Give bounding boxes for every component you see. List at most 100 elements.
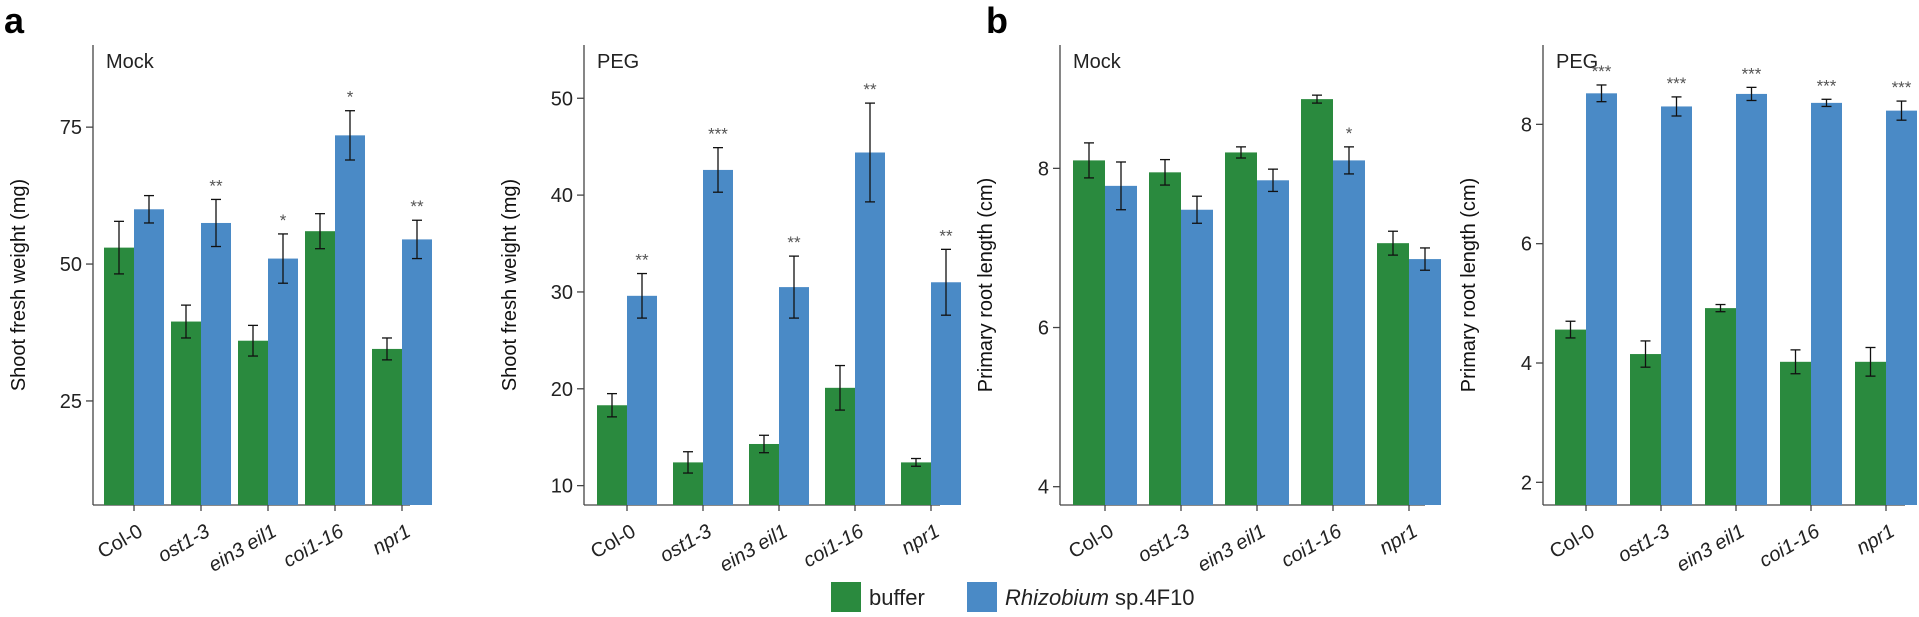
bar-buffer (1073, 160, 1105, 505)
chart-subtitle: Mock (1073, 51, 1122, 73)
bar-rhizobium (779, 287, 809, 505)
x-tick-label: Col-0 (1546, 520, 1598, 563)
y-tick-label: 4 (1521, 353, 1532, 375)
bar-buffer (171, 321, 201, 505)
bar-rhizobium (627, 295, 657, 505)
panel-label-b: b (986, 0, 1008, 41)
bar-buffer (1630, 354, 1661, 505)
legend-label-rhizobium: Rhizobium sp.4F10 (1005, 585, 1195, 610)
x-tick-label: ost1-3 (656, 520, 715, 567)
bar-group: * (305, 88, 365, 505)
bar-group (1149, 158, 1213, 506)
bar-buffer (305, 231, 335, 505)
y-axis-title: Primary root length (cm) (1458, 178, 1480, 393)
y-tick-label: 25 (60, 391, 82, 413)
significance-label: *** (1742, 64, 1762, 83)
bar-group: ** (749, 233, 809, 505)
bar-group: *** (1705, 64, 1767, 506)
bar-rhizobium (703, 169, 733, 505)
x-tick-label: ost1-3 (1614, 520, 1673, 567)
bar-rhizobium (1333, 160, 1365, 505)
y-tick-label: 8 (1038, 158, 1049, 180)
bar-rhizobium (268, 258, 298, 505)
bar-rhizobium (201, 222, 231, 505)
x-tick-label: ein3 eil1 (1673, 520, 1749, 576)
y-tick-label: 6 (1521, 234, 1532, 256)
chart-subtitle: PEG (597, 51, 639, 73)
y-axis-title: Shoot fresh weight (mg) (499, 179, 521, 391)
significance-label: ** (209, 176, 223, 195)
y-tick-label: 40 (551, 185, 573, 207)
y-tick-label: 8 (1521, 114, 1532, 136)
bar-rhizobium (402, 239, 432, 505)
bar-buffer (749, 443, 779, 505)
bar-buffer (1705, 308, 1736, 505)
bar-rhizobium (1736, 93, 1767, 506)
significance-label: *** (708, 125, 728, 144)
y-tick-label: 30 (551, 282, 573, 304)
bar-buffer (1225, 152, 1257, 505)
x-tick-label: npr1 (369, 520, 415, 559)
bar-buffer (1149, 172, 1181, 506)
x-tick-label: Col-0 (587, 520, 639, 563)
x-tick-label: ost1-3 (154, 520, 213, 567)
bar-rhizobium (1409, 259, 1441, 505)
significance-label: *** (1817, 76, 1837, 95)
chart-subtitle: PEG (1556, 51, 1598, 73)
x-tick-label: ein3 eil1 (205, 520, 281, 576)
bar-buffer (1301, 99, 1333, 505)
bar-rhizobium (1661, 106, 1692, 505)
x-tick-label: coi1-16 (1756, 520, 1825, 572)
bar-group: *** (1780, 76, 1842, 505)
y-tick-label: 75 (60, 117, 82, 139)
bar-group: *** (1555, 62, 1617, 506)
significance-label: ** (635, 251, 649, 270)
significance-label: * (347, 88, 354, 107)
bar-group: * (1301, 94, 1365, 505)
y-tick-label: 6 (1038, 318, 1049, 340)
legend-swatch-rhizobium (967, 582, 997, 612)
x-tick-label: ein3 eil1 (1194, 520, 1270, 576)
bar-buffer (372, 348, 402, 505)
bar-rhizobium (1886, 110, 1917, 505)
y-tick-label: 50 (60, 254, 82, 276)
significance-label: ** (410, 197, 424, 216)
y-axis-title: Shoot fresh weight (mg) (8, 179, 30, 391)
bar-buffer (104, 247, 134, 505)
x-tick-label: coi1-16 (800, 520, 869, 572)
x-tick-label: Col-0 (1065, 520, 1117, 563)
legend: buffer Rhizobium sp.4F10 (831, 582, 1195, 612)
panel-label-a: a (4, 0, 25, 41)
bar-group: *** (1855, 78, 1917, 505)
bar-rhizobium (335, 135, 365, 505)
bar-rhizobium (1586, 93, 1617, 506)
y-tick-label: 20 (551, 379, 573, 401)
significance-label: * (280, 211, 287, 230)
y-tick-label: 10 (551, 476, 573, 498)
bar-rhizobium (855, 152, 885, 505)
bar-rhizobium (1811, 102, 1842, 505)
y-tick-label: 2 (1521, 472, 1532, 494)
bar-group: *** (1630, 74, 1692, 505)
bar-rhizobium (931, 282, 961, 505)
significance-label: *** (1592, 62, 1612, 81)
chart-b-mock: Mock 4 6 8 Primary root length (cm) Col-0 ost1… (975, 45, 1441, 577)
significance-label: ** (863, 80, 877, 99)
significance-label: *** (1892, 78, 1912, 97)
significance-label: * (1346, 124, 1353, 143)
x-tick-label: ein3 eil1 (716, 520, 792, 576)
bar-buffer (1377, 243, 1409, 506)
bar-group (1225, 146, 1289, 505)
bar-buffer (238, 340, 268, 505)
bar-group (104, 194, 164, 506)
bar-group: ** (597, 251, 657, 505)
bar-buffer (1855, 361, 1886, 505)
bar-group: *** (673, 125, 733, 505)
bar-buffer (597, 405, 627, 505)
x-tick-label: npr1 (898, 520, 944, 559)
bar-group: ** (825, 80, 885, 505)
legend-swatch-buffer (831, 582, 861, 612)
x-tick-label: npr1 (1376, 520, 1422, 559)
